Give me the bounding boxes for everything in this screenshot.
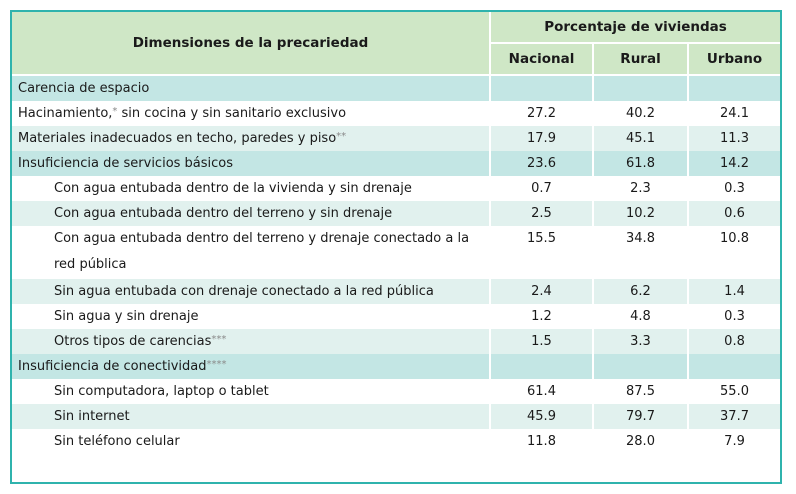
cell-urbano: 55.0 bbox=[688, 379, 781, 404]
table-row: Hacinamiento,* sin cocina y sin sanitari… bbox=[12, 101, 781, 126]
table-frame: Dimensiones de la precariedad Porcentaje… bbox=[10, 10, 782, 484]
cell-nacional: 15.5 bbox=[490, 226, 594, 279]
row-label: Con agua entubada dentro del terreno y d… bbox=[12, 226, 491, 279]
table-row: Materiales inadecuados en techo, paredes… bbox=[12, 126, 781, 151]
row-label: Materiales inadecuados en techo, paredes… bbox=[12, 126, 491, 151]
cell-nacional: 2.5 bbox=[490, 201, 594, 226]
cell-urbano: 14.2 bbox=[688, 151, 781, 176]
cell-rural: 10.2 bbox=[593, 201, 689, 226]
row-label: Sin computadora, laptop o tablet bbox=[12, 379, 491, 404]
cell-nacional: 1.2 bbox=[490, 304, 594, 329]
cell-nacional: 1.5 bbox=[490, 329, 594, 354]
cell-rural: 4.8 bbox=[593, 304, 689, 329]
row-label: Con agua entubada dentro del terreno y s… bbox=[12, 201, 491, 226]
cell-nacional: 23.6 bbox=[490, 151, 594, 176]
cell-rural: 40.2 bbox=[593, 101, 689, 126]
cell-nacional: 2.4 bbox=[490, 279, 594, 304]
cell-urbano: 10.8 bbox=[688, 226, 781, 279]
cell-nacional bbox=[490, 354, 594, 379]
row-label: Otros tipos de carencias*** bbox=[12, 329, 491, 354]
row-label: Con agua entubada dentro de la vivienda … bbox=[12, 176, 491, 201]
cell-rural: 79.7 bbox=[593, 404, 689, 429]
row-label: Insuficiencia de servicios básicos bbox=[12, 151, 491, 176]
table-row: Con agua entubada dentro del terreno y d… bbox=[12, 226, 781, 279]
table-row: Sin internet 45.9 79.7 37.7 bbox=[12, 404, 781, 429]
cell-urbano: 0.3 bbox=[688, 304, 781, 329]
cell-rural: 45.1 bbox=[593, 126, 689, 151]
row-label: Insuficiencia de conectividad**** bbox=[12, 354, 491, 379]
table-row: Sin agua entubada con drenaje conectado … bbox=[12, 279, 781, 304]
footnote-mark: ** bbox=[336, 131, 347, 142]
cell-rural bbox=[593, 354, 689, 379]
cell-rural: 34.8 bbox=[593, 226, 689, 279]
col-header-urbano: Urbano bbox=[688, 43, 781, 76]
cell-rural: 2.3 bbox=[593, 176, 689, 201]
cell-urbano: 0.6 bbox=[688, 201, 781, 226]
table-row-section: Insuficiencia de conectividad**** bbox=[12, 354, 781, 379]
row-label: Hacinamiento,* sin cocina y sin sanitari… bbox=[12, 101, 491, 126]
cell-rural: 61.8 bbox=[593, 151, 689, 176]
row-header: Dimensiones de la precariedad bbox=[12, 12, 491, 76]
cell-nacional: 61.4 bbox=[490, 379, 594, 404]
cell-urbano bbox=[688, 354, 781, 379]
cell-urbano: 0.3 bbox=[688, 176, 781, 201]
data-table: Dimensiones de la precariedad Porcentaje… bbox=[12, 12, 781, 454]
cell-nacional bbox=[490, 75, 594, 101]
table-row: Sin teléfono celular 11.8 28.0 7.9 bbox=[12, 429, 781, 454]
cell-nacional: 0.7 bbox=[490, 176, 594, 201]
cell-urbano: 1.4 bbox=[688, 279, 781, 304]
table-row: Con agua entubada dentro del terreno y s… bbox=[12, 201, 781, 226]
cell-urbano: 7.9 bbox=[688, 429, 781, 454]
table-row: Con agua entubada dentro de la vivienda … bbox=[12, 176, 781, 201]
cell-urbano: 24.1 bbox=[688, 101, 781, 126]
table-row: Sin computadora, laptop o tablet 61.4 87… bbox=[12, 379, 781, 404]
cell-urbano: 37.7 bbox=[688, 404, 781, 429]
cell-nacional: 45.9 bbox=[490, 404, 594, 429]
cell-rural: 87.5 bbox=[593, 379, 689, 404]
cell-urbano bbox=[688, 75, 781, 101]
cell-rural: 6.2 bbox=[593, 279, 689, 304]
footnote-mark: **** bbox=[206, 359, 227, 370]
cell-nacional: 17.9 bbox=[490, 126, 594, 151]
cell-nacional: 27.2 bbox=[490, 101, 594, 126]
cell-rural: 3.3 bbox=[593, 329, 689, 354]
cell-rural: 28.0 bbox=[593, 429, 689, 454]
footnote-mark: *** bbox=[211, 334, 227, 345]
row-label: Sin internet bbox=[12, 404, 491, 429]
row-label: Carencia de espacio bbox=[12, 75, 491, 101]
footnote-mark: * bbox=[112, 106, 118, 117]
row-label: Sin agua entubada con drenaje conectado … bbox=[12, 279, 491, 304]
cell-urbano: 11.3 bbox=[688, 126, 781, 151]
row-label: Sin teléfono celular bbox=[12, 429, 491, 454]
col-header-nacional: Nacional bbox=[490, 43, 594, 76]
table-row-section: Insuficiencia de servicios básicos 23.6 … bbox=[12, 151, 781, 176]
table-row-section: Carencia de espacio bbox=[12, 75, 781, 101]
table-row: Otros tipos de carencias*** 1.5 3.3 0.8 bbox=[12, 329, 781, 354]
cell-urbano: 0.8 bbox=[688, 329, 781, 354]
col-header-rural: Rural bbox=[593, 43, 689, 76]
table-row: Sin agua y sin drenaje 1.2 4.8 0.3 bbox=[12, 304, 781, 329]
group-header: Porcentaje de viviendas bbox=[490, 12, 781, 44]
row-label: Sin agua y sin drenaje bbox=[12, 304, 491, 329]
cell-rural bbox=[593, 75, 689, 101]
cell-nacional: 11.8 bbox=[490, 429, 594, 454]
